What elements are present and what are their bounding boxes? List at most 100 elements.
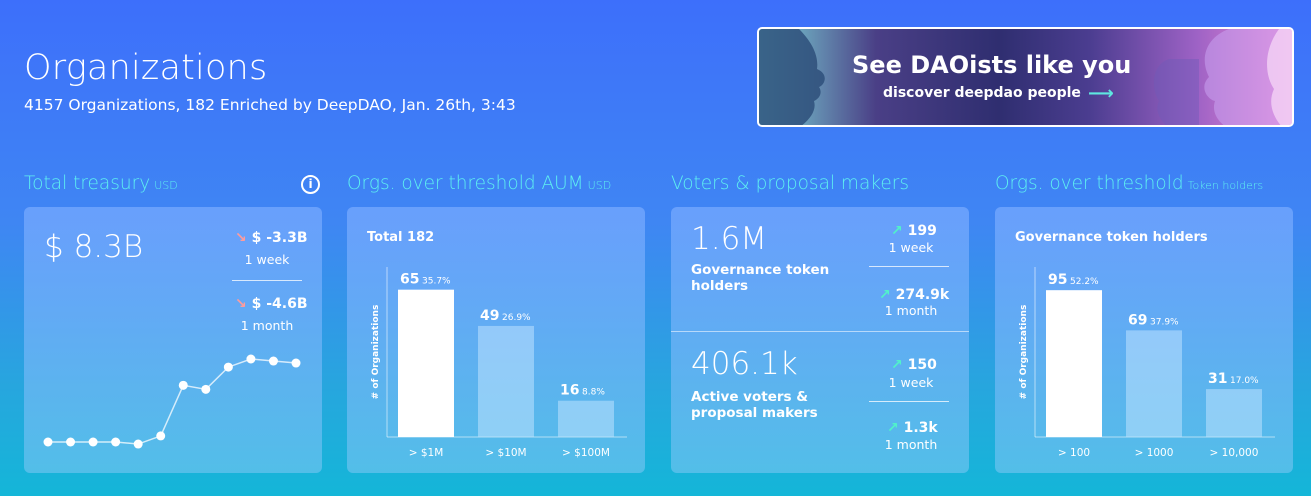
active-voters-delta-week-value: 150 (907, 357, 937, 373)
x-tick-label: > $1M (409, 447, 444, 459)
sparkline-line (48, 358, 297, 445)
holders-delta-week: ↗ 199 (891, 223, 937, 239)
banner-title: See DAOists like you (852, 51, 1132, 79)
active-voters-delta-month: ↗ 1.3k (887, 420, 938, 436)
active-voters-label-line1: Active voters & (691, 389, 809, 405)
y-axis-label: # of Organizations (1019, 305, 1029, 400)
holders-delta-month-value: 274.9k (895, 287, 950, 303)
holders-period-month: 1 month (884, 303, 938, 318)
sparkline-point (291, 358, 301, 368)
bar-percent-label: 8.8% (582, 388, 605, 398)
sparkline-point (178, 380, 188, 390)
holders-chart-title: Orgs. over threshold Token holders (995, 173, 1263, 194)
bar-percent-label: 17.0% (1230, 376, 1259, 386)
arrow-down-right-icon: ↘ (235, 296, 247, 312)
voters-section-divider (671, 331, 969, 332)
sparkline-point (88, 437, 98, 447)
holders-label: Governance token holders (691, 262, 829, 294)
treasury-delta-month: ↘ $ -4.6B (235, 296, 308, 312)
sparkline-point (246, 354, 256, 364)
sparkline-point (156, 431, 166, 441)
sparkline-point (223, 362, 233, 372)
treasury-delta-month-value: $ -4.6B (251, 296, 308, 312)
bar-percent-label: 35.7% (422, 277, 451, 287)
bar-percent-label: 26.9% (502, 313, 531, 323)
arrow-right-icon: ⟶ (1088, 83, 1114, 104)
holders-delta-month: ↗ 274.9k (879, 287, 949, 303)
treasury-delta-week-value: $ -3.3B (251, 230, 308, 246)
bar-value-label: 49 (480, 308, 499, 324)
arrow-up-right-icon: ↗ (887, 420, 899, 436)
banner-faces-illustration (759, 29, 1292, 125)
aum-title: Orgs. over threshold AUM USD (347, 173, 611, 194)
y-axis-label: # of Organizations (371, 305, 381, 400)
banner-subtitle: discover deepdao people (883, 85, 1081, 101)
sparkline-point (201, 384, 211, 394)
active-voters-delta-week: ↗ 150 (891, 357, 937, 373)
active-voters-value: 406.1k (691, 346, 798, 382)
arrow-up-right-icon: ↗ (879, 287, 891, 303)
x-tick-label: > $10M (485, 447, 526, 459)
sparkline-point (111, 437, 121, 447)
treasury-sparkline (43, 354, 301, 449)
bar (1206, 389, 1262, 437)
treasury-period-month: 1 month (240, 318, 294, 333)
aum-title-text: Orgs. over threshold AUM (347, 173, 584, 194)
aum-unit: USD (587, 179, 612, 192)
bar-value-label: 31 (1208, 371, 1227, 387)
treasury-delta-week: ↘ $ -3.3B (235, 230, 308, 246)
holders-value: 1.6M (691, 221, 768, 257)
x-tick-label: > 100 (1058, 447, 1090, 459)
aum-card: Total 182 # of Organizations 65 35.7% > $1M… (347, 207, 645, 473)
treasury-value: $ 8.3B (44, 229, 144, 265)
bar (1046, 290, 1102, 437)
treasury-title-text: Total treasury (24, 173, 151, 194)
voters-card: 1.6M Governance token holders ↗ 199 1 we… (671, 207, 969, 473)
holders-chart-label: Governance token holders (1015, 230, 1208, 245)
holders-label-line1: Governance token (691, 262, 830, 278)
page-title: Organizations (24, 48, 268, 88)
holders-chart-unit: Token holders (1187, 179, 1264, 192)
bar-value-label: 16 (560, 383, 579, 399)
treasury-title: Total treasury USD (24, 173, 178, 194)
people-promo-banner[interactable]: See DAOists like you discover deepdao pe… (757, 27, 1294, 127)
active-voters-delta-month-value: 1.3k (903, 420, 938, 436)
bar-value-label: 65 (400, 272, 419, 288)
bar-value-label: 69 (1128, 312, 1147, 328)
x-tick-label: > 10,000 (1210, 447, 1259, 459)
holders-delta-divider (869, 266, 949, 267)
x-tick-label: > 1000 (1135, 447, 1174, 459)
holders-label-line2: holders (691, 278, 749, 294)
active-voters-delta-divider (869, 401, 949, 402)
arrow-up-right-icon: ↗ (891, 357, 903, 373)
holders-bar-chart: # of Organizations 95 52.2% > 100 69 37.9% > 1… (1019, 267, 1275, 459)
treasury-delta-divider (232, 280, 302, 281)
treasury-period-week: 1 week (244, 252, 290, 267)
bar (1126, 330, 1182, 437)
bar (478, 325, 534, 437)
sparkline-point (133, 439, 143, 449)
holders-chart-title-text: Orgs. over threshold (995, 173, 1184, 194)
bar-percent-label: 52.2% (1070, 277, 1099, 287)
bar-value-label: 95 (1048, 272, 1067, 288)
arrow-up-right-icon: ↗ (891, 223, 903, 239)
active-voters-label-line2: proposal makers (691, 405, 818, 421)
holders-period-week: 1 week (888, 240, 934, 255)
holders-delta-week-value: 199 (907, 223, 937, 239)
treasury-unit: USD (154, 179, 178, 192)
bar (398, 289, 454, 437)
x-tick-label: > $100M (562, 447, 610, 459)
active-voters-period-week: 1 week (888, 375, 934, 390)
holders-card: Governance token holders # of Organizati… (995, 207, 1293, 473)
aum-total-label: Total 182 (367, 230, 435, 245)
voters-title: Voters & proposal makers (671, 173, 909, 194)
bar-percent-label: 37.9% (1150, 317, 1179, 327)
sparkline-point (43, 437, 53, 447)
sparkline-point (66, 437, 76, 447)
active-voters-period-month: 1 month (884, 437, 938, 452)
page-subtitle: 4157 Organizations, 182 Enriched by Deep… (24, 96, 516, 114)
treasury-card: $ 8.3B ↘ $ -3.3B 1 week ↘ $ -4.6B 1 mont… (24, 207, 322, 473)
aum-bar-chart: # of Organizations 65 35.7% > $1M 49 26.9% > $… (371, 267, 627, 459)
info-icon[interactable]: i (301, 175, 320, 194)
bar (558, 400, 614, 437)
